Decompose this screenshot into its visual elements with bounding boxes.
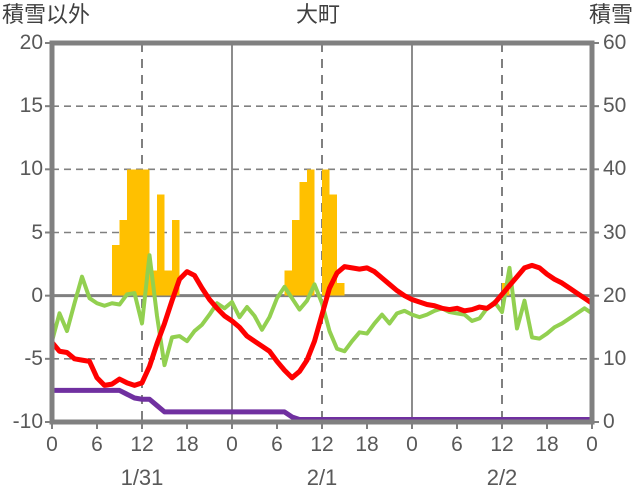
x-axis-day-label: 1/31 — [120, 465, 164, 490]
x-axis-tick-label: 6 — [451, 433, 463, 456]
x-axis-tick-label: 0 — [46, 433, 58, 456]
right-axis-title: 積雪 — [588, 2, 633, 27]
left-axis-title: 積雪以外 — [2, 2, 91, 27]
y-axis-left-tick-label: -5 — [24, 346, 43, 370]
x-axis-tick-label: 12 — [490, 433, 514, 456]
y-axis-right-tick-label: 30 — [603, 220, 627, 244]
x-axis-tick-label: 18 — [175, 433, 199, 456]
x-axis-tick-label: 0 — [586, 433, 598, 456]
y-axis-left-tick-label: 0 — [31, 283, 43, 307]
x-axis-tick-label: 0 — [406, 433, 418, 456]
x-axis-tick-label: 12 — [310, 433, 334, 456]
y-axis-left-tick-label: 20 — [19, 31, 43, 54]
y-axis-right-tick-label: 20 — [603, 283, 627, 307]
y-axis-left-tick-label: 5 — [31, 220, 43, 244]
chart-title: 大町 — [295, 2, 340, 27]
x-axis-tick-label: 12 — [130, 433, 154, 456]
axis-frame — [49, 40, 595, 425]
x-axis-day-label: 2/2 — [486, 465, 518, 490]
y-axis-right-tick-label: 10 — [603, 346, 627, 370]
x-axis-tick-label: 18 — [355, 433, 379, 456]
y-axis-right-tick-label: 0 — [603, 410, 615, 433]
y-axis-right-tick-label: 60 — [603, 31, 627, 54]
y-axis-left-tick-label: 10 — [19, 157, 43, 181]
axis-ticks — [45, 42, 599, 429]
data-lines — [50, 253, 594, 422]
y-axis-right-tick-label: 40 — [603, 157, 627, 181]
x-axis-tick-label: 6 — [271, 433, 283, 456]
x-axis-day-label: 2/1 — [306, 465, 338, 490]
y-axis-left-tick-label: 15 — [19, 94, 43, 118]
x-axis-tick-label: 18 — [535, 433, 559, 456]
y-axis-left-tick-label: -10 — [12, 410, 43, 433]
y-axis-right-tick-label: 50 — [603, 94, 627, 118]
x-axis-tick-label: 0 — [226, 433, 238, 456]
x-axis-tick-label: 6 — [91, 433, 103, 456]
